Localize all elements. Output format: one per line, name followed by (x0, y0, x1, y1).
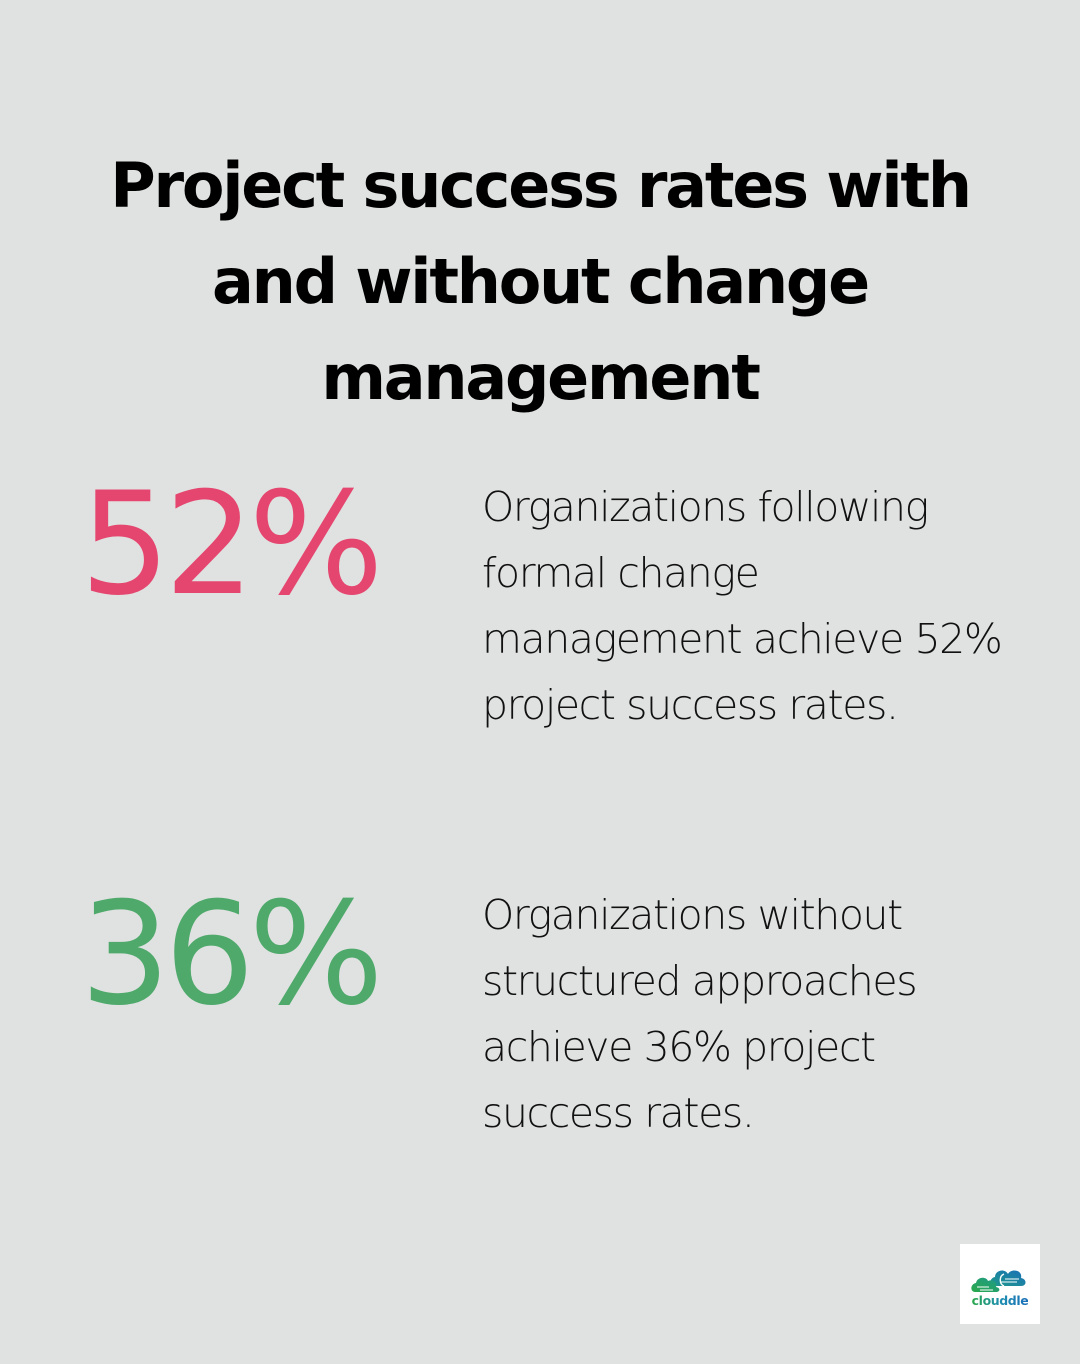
stat-description: Organizations following formal change ma… (482, 483, 1003, 729)
stat-description: Organizations without structured approac… (482, 891, 918, 1137)
brand-logo: clouddle (960, 1244, 1040, 1324)
stat-value: 52% (80, 462, 384, 627)
cloud-icon (971, 1270, 1026, 1292)
brand-logo-text: clouddle (971, 1293, 1029, 1308)
page-title: Project success rates with and without c… (110, 148, 972, 414)
stat-value: 36% (80, 872, 384, 1037)
